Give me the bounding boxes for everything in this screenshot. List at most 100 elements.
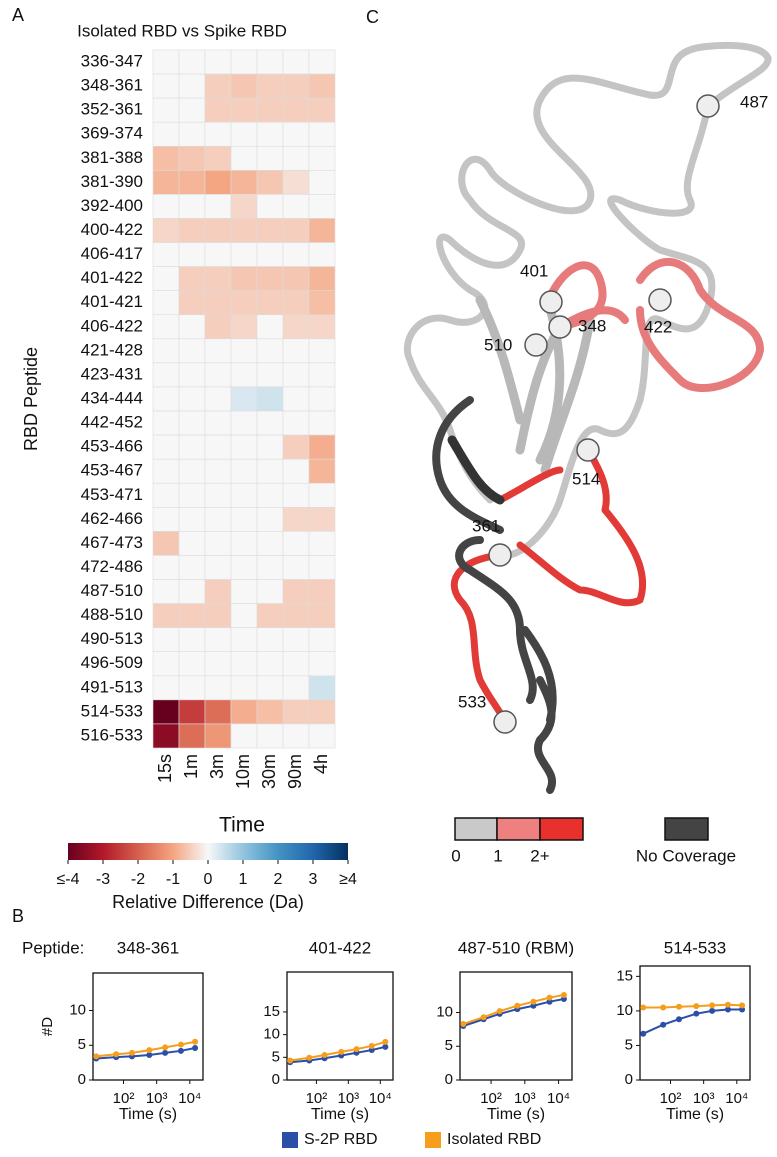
heat-cell [231,50,257,74]
heat-cell [283,676,309,700]
coverage-legend [455,818,708,840]
x-tick-label: 10³ [146,1090,168,1107]
heat-cell [179,98,205,122]
x-tick-label: 10² [660,1090,682,1107]
heat-cell [309,243,335,267]
heat-cell [283,50,309,74]
heat-cell [179,676,205,700]
data-point [192,1039,198,1045]
heat-cell [153,50,179,74]
data-point [693,1003,699,1009]
plot-frame [93,973,203,1080]
data-point [709,1008,715,1014]
heat-cell [283,555,309,579]
row-label: 467-473 [81,533,143,552]
heat-cell [231,194,257,218]
heat-cell [205,700,231,724]
heat-cell [153,724,179,748]
row-label: 406-417 [81,244,143,263]
heat-cell [257,146,283,170]
heat-cell [205,555,231,579]
legend-label: 0 [451,846,460,865]
heat-cell [231,98,257,122]
residue-label: 510 [484,335,512,354]
residue-label: 514 [572,469,600,488]
chart-title: 514-533 [664,938,726,957]
colorbar-tick-label: -1 [166,871,180,888]
heat-cell [309,555,335,579]
heat-cell [309,483,335,507]
heat-cell [283,507,309,531]
row-label: 488-510 [81,605,143,624]
row-label: 453-466 [81,437,143,456]
heat-cell [179,218,205,242]
heat-cell [257,459,283,483]
heat-cell [309,459,335,483]
heat-cell [257,170,283,194]
data-point [676,1016,682,1022]
data-point [739,1002,745,1008]
heat-cell [257,507,283,531]
heat-cell [309,628,335,652]
heat-cell [309,74,335,98]
x-axis-label: Time (s) [666,1106,724,1123]
row-label: 381-390 [81,172,143,191]
heat-cell [205,315,231,339]
row-label: 496-509 [81,653,143,672]
heat-cell [179,363,205,387]
heat-cell [231,676,257,700]
heat-cell [153,411,179,435]
residue-label: 361 [472,516,500,535]
heat-cell [231,315,257,339]
data-point [530,999,536,1005]
heat-cell [205,291,231,315]
column-label: 1m [181,754,201,779]
heat-cell [179,194,205,218]
x-tick-label: 10⁴ [178,1090,201,1107]
colorbar-tick-label: 0 [204,871,213,888]
heat-cell [153,122,179,146]
heat-cell [231,435,257,459]
x-tick-label: 10² [306,1090,328,1107]
heat-cell [179,555,205,579]
data-point [497,1008,503,1014]
heat-cell [257,291,283,315]
heat-cell [153,74,179,98]
x-tick-label: 10³ [514,1090,536,1107]
heat-cell [231,580,257,604]
heat-cell [179,483,205,507]
heat-cell [231,363,257,387]
row-label: 442-452 [81,413,143,432]
heat-cell [231,146,257,170]
data-point [547,995,553,1001]
heat-cell [153,555,179,579]
heat-cell [179,700,205,724]
data-point [146,1047,152,1053]
heat-cell [231,387,257,411]
heat-cell [205,580,231,604]
legend-swatch [425,1132,441,1148]
heat-cell [153,483,179,507]
residue-label: 533 [458,692,486,711]
x-axis-label: Time (s) [119,1106,177,1123]
heat-cell [205,507,231,531]
data-point [338,1049,344,1055]
heat-cell [257,315,283,339]
heat-cell [231,170,257,194]
heat-cell [309,363,335,387]
heat-cell [205,676,231,700]
heat-cell [205,459,231,483]
heat-cell [257,50,283,74]
heat-cell [231,724,257,748]
heat-cell [257,339,283,363]
chart-title: 348-361 [117,938,179,957]
y-tick-label: 15 [263,1003,280,1020]
colorbar-tick-label: 1 [239,871,248,888]
heat-cell [179,724,205,748]
heat-cell [309,724,335,748]
column-label: 10m [233,754,253,789]
data-point [113,1051,119,1057]
column-label: 3m [207,754,227,779]
chart-title: 487-510 (RBM) [458,938,574,957]
row-label: 453-471 [81,485,143,504]
